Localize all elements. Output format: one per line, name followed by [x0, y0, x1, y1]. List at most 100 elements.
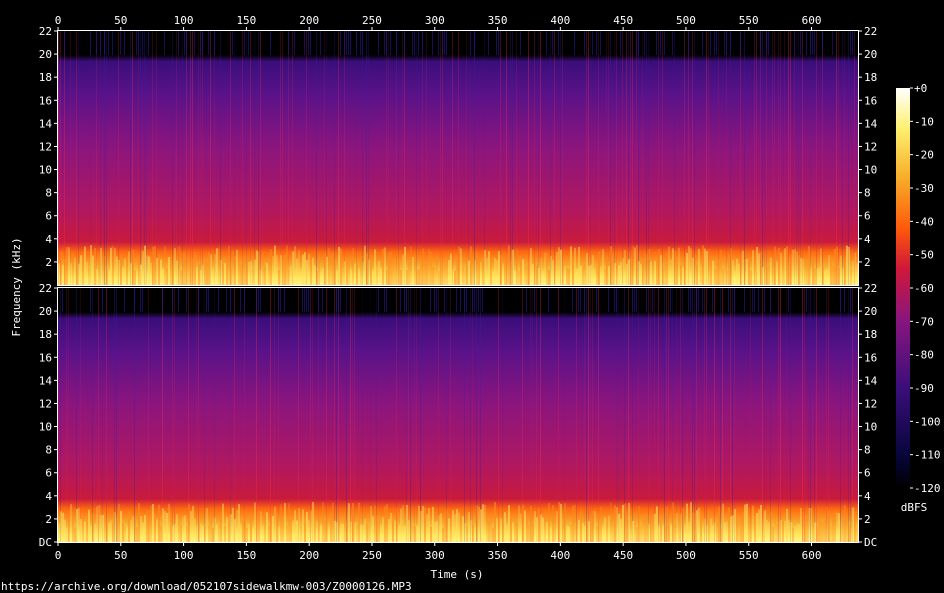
y-tick-label-right: 10 — [864, 164, 877, 177]
colorbar-tick-label: -80 — [914, 349, 934, 362]
colorbar-ticks: +0 -10 -20 -30 -40 -50 -60 -70 -80 -90 -100 -110 -12… — [910, 82, 941, 495]
spectrogram-channel-1 — [58, 31, 858, 285]
x-tick-label-bottom: 0 — [55, 549, 62, 562]
x-tick-label-bottom: 350 — [488, 549, 508, 562]
x-tick-label-bottom: 500 — [676, 549, 696, 562]
source-url[interactable]: https://archive.org/download/052107sidew… — [1, 580, 412, 593]
y-tick-label-right: 8 — [864, 444, 871, 457]
colorbar-tick-label: -50 — [914, 249, 934, 262]
y-tick-label-right: 18 — [864, 328, 877, 341]
x-tick-label-top: 300 — [425, 14, 445, 27]
colorbar-tick-label: -60 — [914, 282, 934, 295]
colorbar-tick-label: -70 — [914, 315, 934, 328]
x-tick-label-top: 350 — [488, 14, 508, 27]
x-tick-label-bottom: 400 — [550, 549, 570, 562]
x-axis-label: Time (s) — [431, 568, 484, 581]
y-axis-label: Frequency (kHz) — [10, 237, 23, 336]
y-tick-label-right: 2 — [864, 256, 871, 269]
channel-2-frame — [57, 287, 859, 543]
x-tick-label-bottom: 450 — [613, 549, 633, 562]
y-tick-label-right: 10 — [864, 421, 877, 434]
x-tick-label-bottom: 150 — [236, 549, 256, 562]
y-tick-label-left: 22 — [39, 25, 52, 38]
colorbar-tick-label: +0 — [914, 82, 927, 95]
y-tick-label-left: 18 — [39, 328, 52, 341]
y-tick-label-left: DC — [39, 536, 52, 549]
y-tick-label-right: 4 — [864, 233, 871, 246]
y-tick-label-right: 16 — [864, 351, 877, 364]
colorbar-tick-label: -100 — [914, 415, 941, 428]
colorbar-tick-label: -40 — [914, 215, 934, 228]
x-tick-label-top: 550 — [739, 14, 759, 27]
x-tick-label-bottom: 550 — [739, 549, 759, 562]
y-tick-label-left: 14 — [39, 374, 53, 387]
colorbar-tick-label: -90 — [914, 382, 934, 395]
colorbar-tick-label: -20 — [914, 149, 934, 162]
colorbar-tick-label: -10 — [914, 115, 934, 128]
y-tick-label-right: 12 — [864, 397, 877, 410]
spectrogram-channel-2 — [58, 288, 858, 542]
y-tick-label-left: 6 — [45, 210, 52, 223]
y-tick-label-left: 10 — [39, 164, 52, 177]
y-tick-label-left: 2 — [45, 513, 52, 526]
x-tick-label-bottom: 600 — [802, 549, 822, 562]
y-tick-label-left: 6 — [45, 467, 52, 480]
y-tick-label-right: 4 — [864, 490, 871, 503]
y-tick-label-left: 22 — [39, 282, 52, 295]
y-tick-label-left: 12 — [39, 397, 52, 410]
colorbar — [896, 88, 910, 488]
y-tick-label-left: 20 — [39, 48, 52, 61]
y-tick-label-right: DC — [864, 536, 877, 549]
x-tick-label-bottom: 50 — [114, 549, 127, 562]
x-tick-label-top: 150 — [236, 14, 256, 27]
x-tick-label-top: 500 — [676, 14, 696, 27]
colorbar-label: dBFS — [901, 501, 928, 514]
y-tick-label-left: 14 — [39, 117, 53, 130]
x-tick-label-bottom: 250 — [362, 549, 382, 562]
spectrogram-texture-channel-2 — [58, 288, 858, 542]
y-tick-label-left: 8 — [45, 444, 52, 457]
x-tick-label-top: 250 — [362, 14, 382, 27]
x-tick-label-top: 400 — [550, 14, 570, 27]
y-tick-label-right: 22 — [864, 282, 877, 295]
y-tick-label-right: 22 — [864, 25, 877, 38]
x-tick-label-top: 50 — [114, 14, 127, 27]
x-tick-label-bottom: 300 — [425, 549, 445, 562]
y-tick-label-right: 6 — [864, 210, 871, 223]
y-tick-label-left: 18 — [39, 71, 52, 84]
y-tick-label-right: 12 — [864, 140, 877, 153]
y-tick-label-left: 4 — [45, 233, 52, 246]
y-tick-label-right: 14 — [864, 117, 878, 130]
colorbar-tick-label: -120 — [914, 482, 941, 495]
x-axis: 0 0 50 50 100 100 150 150 200 200 250 250 300 300 350 3… — [55, 14, 822, 562]
y-tick-label-left: 12 — [39, 140, 52, 153]
channel-1-frame — [57, 30, 859, 286]
y-tick-label-right: 20 — [864, 305, 877, 318]
y-tick-label-right: 16 — [864, 94, 877, 107]
x-tick-label-top: 200 — [299, 14, 319, 27]
y-tick-label-left: 2 — [45, 256, 52, 269]
spectrogram-texture-channel-1 — [58, 31, 858, 285]
y-tick-label-right: 2 — [864, 513, 871, 526]
y-tick-label-right: 18 — [864, 71, 877, 84]
y-tick-label-left: 4 — [45, 490, 52, 503]
x-tick-label-top: 450 — [613, 14, 633, 27]
y-tick-label-left: 8 — [45, 187, 52, 200]
y-tick-label-right: 8 — [864, 187, 871, 200]
x-tick-label-top: 100 — [174, 14, 194, 27]
y-tick-label-right: 20 — [864, 48, 877, 61]
y-tick-label-left: 20 — [39, 305, 52, 318]
colorbar-tick-label: -110 — [914, 449, 941, 462]
y-tick-label-left: 16 — [39, 351, 52, 364]
y-tick-label-left: 10 — [39, 421, 52, 434]
y-tick-label-left: 16 — [39, 94, 52, 107]
y-tick-label-right: 14 — [864, 374, 878, 387]
x-tick-label-bottom: 200 — [299, 549, 319, 562]
x-tick-label-top: 0 — [55, 14, 62, 27]
x-tick-label-top: 600 — [802, 14, 822, 27]
colorbar-tick-label: -30 — [914, 182, 934, 195]
y-tick-label-right: 6 — [864, 467, 871, 480]
x-tick-label-bottom: 100 — [174, 549, 194, 562]
